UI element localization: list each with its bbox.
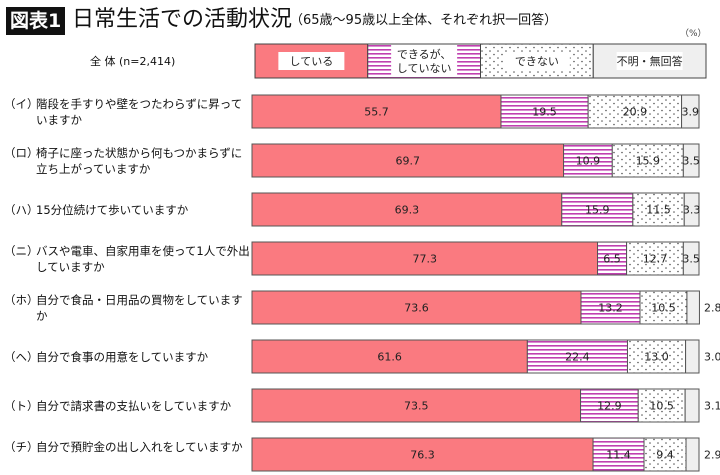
- bar-segment: [251, 437, 594, 472]
- data-label: 13.2: [598, 302, 623, 315]
- bar-segment: [683, 192, 700, 227]
- bar-segment: [580, 388, 639, 423]
- chart-subtitle: （65歳～95歳以上全体、それぞれ択一回答）: [290, 13, 558, 28]
- data-label: 73.6: [404, 302, 429, 315]
- category-text: 自分で食事の用意をしていますか: [36, 350, 209, 364]
- legend-label-bg: [503, 52, 570, 70]
- data-label: 77.3: [413, 253, 438, 266]
- data-label: 15.9: [585, 204, 610, 217]
- data-label: 3.5: [682, 253, 700, 266]
- bar-segment: [611, 143, 684, 178]
- data-label: 10.5: [649, 400, 674, 413]
- bar-segment: [639, 290, 688, 325]
- data-label: 22.4: [565, 351, 590, 364]
- bar-segment: [587, 94, 683, 129]
- category-prefix: （ト）: [4, 399, 39, 413]
- category-prefix: （ホ）: [4, 293, 39, 307]
- category-prefix: （チ）: [4, 440, 39, 454]
- bar-segment: [632, 192, 685, 227]
- bar-segment: [526, 339, 628, 374]
- bar-segment: [684, 388, 700, 423]
- category-text: 自分で食品・日用品の買物をしていますか: [36, 293, 243, 323]
- bar-segment: [500, 94, 589, 129]
- bar-segment: [682, 143, 700, 178]
- data-label: 3.0: [704, 351, 720, 364]
- category-prefix: （ヘ）: [4, 350, 39, 364]
- legend-label-bg: [616, 52, 683, 70]
- category-text: 15分位続けて歩いていますか: [36, 203, 189, 217]
- data-label: 15.9: [636, 155, 661, 168]
- data-label: 11.4: [606, 449, 631, 462]
- legend-label: できるが、: [397, 47, 452, 61]
- bar-segment: [251, 143, 565, 178]
- data-label: 9.4: [656, 449, 674, 462]
- bar-segment: [251, 192, 563, 227]
- category-prefix: （ハ）: [4, 203, 39, 217]
- data-label: 19.5: [532, 106, 557, 119]
- bar-segment: [682, 241, 700, 276]
- bar-segment: [686, 290, 700, 325]
- data-label: 61.6: [377, 351, 402, 364]
- legend-label: している: [290, 55, 334, 68]
- data-label: 2.9: [704, 449, 720, 462]
- data-label: 2.8: [704, 302, 720, 315]
- legend-row-label: 全 体 (n=2,414): [90, 55, 176, 68]
- category-text: 椅子に座った状態から何もつかまらずに立ち上がっていますか: [36, 146, 243, 176]
- data-label: 10.9: [576, 155, 601, 168]
- bar-segment: [251, 241, 599, 276]
- bar-segment: [685, 339, 700, 374]
- bar-segment: [592, 437, 645, 472]
- bar-segment: [643, 437, 687, 472]
- data-label: 55.7: [364, 106, 389, 119]
- legend-label: できない: [515, 55, 559, 68]
- bar-segment: [251, 290, 582, 325]
- legend-label-bg: [391, 45, 458, 77]
- data-label: 10.5: [651, 302, 676, 315]
- figure-badge: 図表1: [6, 7, 66, 35]
- data-label: 3.3: [683, 204, 701, 217]
- data-label: 69.7: [396, 155, 421, 168]
- data-label: 3.1: [704, 400, 720, 413]
- legend-label: 不明・無回答: [617, 54, 683, 68]
- chart-title: 日常生活での活動状況: [72, 7, 293, 32]
- category-text: 階段を手すりや壁をつたわらずに昇っていますか: [36, 97, 243, 127]
- category-text: 自分で請求書の支払いをしていますか: [36, 399, 232, 413]
- category-text: 自分で預貯金の出し入れをしていますか: [36, 440, 243, 454]
- bar-segment: [251, 388, 582, 423]
- category-prefix: （ニ）: [4, 244, 39, 258]
- unit-label: （%）: [680, 29, 707, 39]
- data-label: 11.5: [646, 204, 671, 217]
- category-prefix: （イ）: [4, 97, 39, 111]
- bar-segment: [626, 339, 687, 374]
- data-label: 12.7: [643, 253, 668, 266]
- bar-segment: [597, 241, 628, 276]
- data-label: 3.5: [682, 155, 700, 168]
- legend-label: していない: [397, 62, 452, 75]
- bar-segment: [681, 94, 700, 129]
- data-label: 20.9: [623, 106, 648, 119]
- data-label: 6.5: [603, 253, 621, 266]
- bar-segment: [626, 241, 684, 276]
- data-label: 12.9: [597, 400, 622, 413]
- data-label: 73.5: [404, 400, 429, 413]
- data-label: 76.3: [410, 449, 435, 462]
- data-label: 13.0: [644, 351, 669, 364]
- bar-segment: [685, 437, 700, 472]
- category-prefix: （ロ）: [4, 146, 39, 160]
- legend-label-bg: [278, 52, 345, 70]
- data-label: 3.9: [682, 106, 700, 119]
- bar-segment: [251, 94, 502, 129]
- category-text: バスや電車、自家用車を使って1人で外出していますか: [36, 244, 250, 274]
- bar-segment: [563, 143, 613, 178]
- bar-segment: [251, 339, 528, 374]
- data-label: 69.3: [395, 204, 420, 217]
